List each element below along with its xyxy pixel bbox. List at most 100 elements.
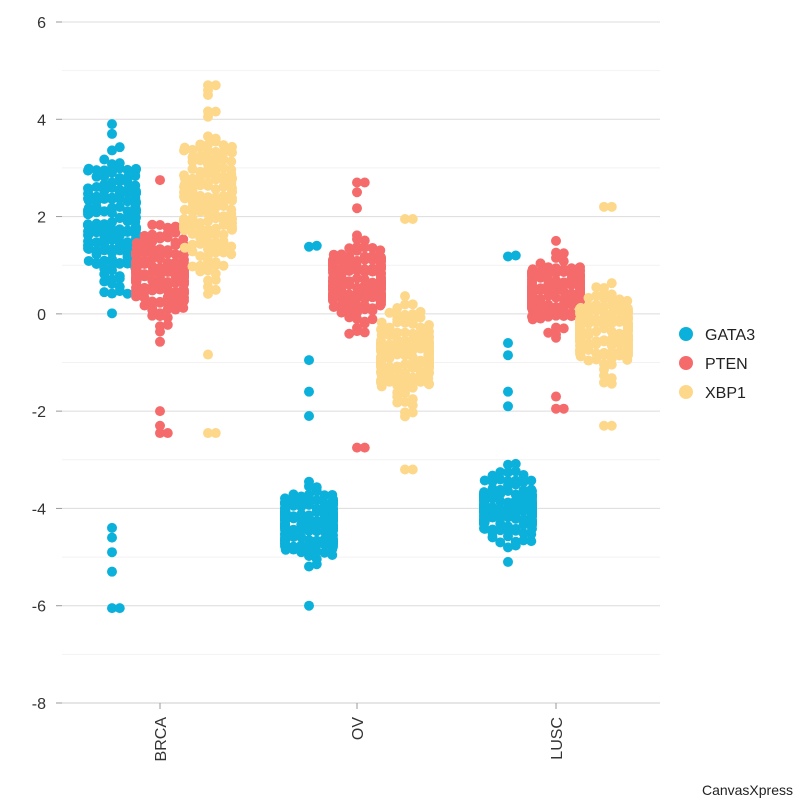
- point-pten-ov: [344, 301, 355, 312]
- point-pten-ov: [367, 242, 378, 253]
- point-pten-ov: [359, 327, 370, 338]
- point-pten-ov: [328, 249, 339, 260]
- point-xbp1-ov: [392, 310, 403, 321]
- point-pten-brca: [155, 308, 165, 319]
- point-xbp1-brca: [187, 261, 198, 272]
- point-xbp1-ov: [400, 388, 410, 399]
- point-gata3-ov: [288, 500, 299, 511]
- point-gata3-brca: [99, 154, 110, 165]
- point-pten-brca: [139, 292, 150, 303]
- point-xbp1-brca: [218, 140, 229, 151]
- point-xbp1-lusc: [599, 370, 609, 381]
- point-gata3-brca: [122, 225, 133, 236]
- point-xbp1-lusc: [591, 282, 602, 293]
- point-pten-lusc: [551, 263, 561, 274]
- point-xbp1-brca: [210, 80, 221, 91]
- point-xbp1-lusc: [575, 344, 585, 355]
- legend-item-pten[interactable]: PTEN: [679, 356, 748, 373]
- point-pten-lusc: [575, 279, 585, 290]
- point-xbp1-ov: [392, 327, 403, 338]
- point-xbp1-lusc: [599, 420, 609, 431]
- point-gata3-lusc: [510, 475, 521, 486]
- point-xbp1-ov: [392, 372, 403, 383]
- point-xbp1-lusc: [599, 377, 609, 388]
- point-pten-brca: [170, 240, 181, 251]
- point-gata3-lusc: [495, 488, 506, 499]
- point-gata3-lusc: [479, 475, 490, 486]
- point-pten-ov: [336, 272, 347, 283]
- point-pten-ov: [352, 245, 362, 256]
- point-gata3-ov: [288, 524, 299, 535]
- point-pten-brca: [147, 253, 158, 264]
- point-pten-brca: [155, 420, 165, 431]
- point-gata3-brca: [99, 179, 110, 190]
- point-pten-ov: [328, 264, 338, 275]
- point-gata3-ov: [319, 547, 330, 558]
- y-axis: -8 -6 -4 -2 0 2 4 6: [32, 15, 62, 713]
- point-gata3-ov: [296, 491, 307, 502]
- point-xbp1-lusc: [599, 201, 609, 212]
- point-pten-ov: [359, 280, 370, 291]
- point-pten-ov: [352, 203, 362, 214]
- point-gata3-ov: [288, 511, 299, 522]
- point-pten-lusc: [543, 304, 554, 315]
- watermark-text: CanvasXpress: [702, 782, 793, 798]
- point-xbp1-lusc: [606, 278, 617, 289]
- point-pten-ov: [344, 265, 355, 276]
- point-gata3-lusc: [518, 485, 529, 496]
- point-xbp1-lusc: [614, 350, 625, 361]
- point-xbp1-brca: [218, 236, 229, 247]
- point-xbp1-lusc: [599, 323, 609, 334]
- x-tick-label-brca: BRCA: [153, 717, 170, 762]
- point-pten-ov: [352, 230, 362, 241]
- point-pten-lusc: [551, 332, 561, 343]
- point-xbp1-lusc: [614, 314, 625, 325]
- point-gata3-ov: [280, 506, 290, 517]
- point-gata3-brca: [107, 207, 117, 218]
- point-xbp1-brca: [210, 213, 221, 224]
- point-xbp1-lusc: [606, 420, 617, 431]
- point-xbp1-brca: [179, 170, 189, 181]
- point-xbp1-ov: [400, 309, 410, 320]
- point-xbp1-ov: [407, 378, 418, 389]
- point-pten-ov: [328, 272, 338, 283]
- point-xbp1-lusc: [623, 350, 633, 361]
- point-xbp1-ov: [384, 322, 395, 333]
- point-gata3-ov: [311, 240, 322, 251]
- point-xbp1-brca: [210, 284, 221, 295]
- point-xbp1-ov: [392, 335, 403, 346]
- point-xbp1-brca: [195, 139, 206, 150]
- point-pten-ov: [376, 290, 386, 301]
- point-xbp1-ov: [392, 317, 403, 328]
- point-gata3-ov: [319, 490, 330, 501]
- point-gata3-ov: [304, 489, 314, 500]
- point-pten-lusc: [575, 291, 585, 302]
- legend[interactable]: GATA3 PTEN XBP1: [679, 327, 755, 402]
- point-pten-brca: [139, 300, 150, 311]
- point-gata3-ov: [311, 546, 322, 557]
- legend-marker-gata3: [679, 327, 693, 341]
- point-gata3-ov: [288, 489, 299, 500]
- point-pten-brca: [170, 304, 181, 315]
- point-gata3-brca: [107, 128, 117, 139]
- legend-item-gata3[interactable]: GATA3: [679, 327, 755, 344]
- point-pten-lusc: [558, 279, 569, 290]
- point-pten-lusc: [558, 256, 569, 267]
- point-xbp1-brca: [218, 214, 229, 225]
- point-pten-ov: [352, 187, 362, 198]
- point-xbp1-ov: [376, 370, 387, 381]
- point-gata3-brca: [114, 142, 125, 153]
- point-gata3-ov: [328, 511, 338, 522]
- point-gata3-brca: [91, 249, 102, 260]
- point-xbp1-ov: [376, 377, 386, 388]
- point-pten-ov: [328, 280, 338, 291]
- point-gata3-ov: [304, 510, 314, 521]
- point-xbp1-brca: [195, 251, 206, 262]
- point-xbp1-brca: [218, 147, 229, 158]
- point-xbp1-ov: [400, 214, 410, 225]
- point-pten-lusc: [558, 264, 569, 275]
- point-gata3-brca: [91, 218, 102, 229]
- legend-item-xbp1[interactable]: XBP1: [679, 385, 746, 402]
- point-xbp1-lusc: [606, 300, 617, 311]
- point-gata3-brca: [114, 237, 125, 248]
